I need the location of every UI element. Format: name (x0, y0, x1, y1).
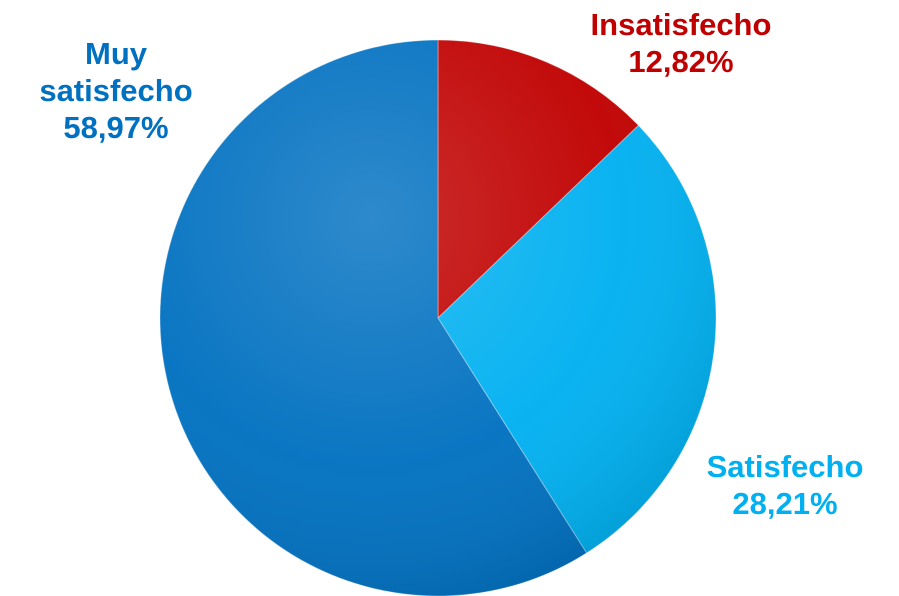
slice-category-insatisfecho: Insatisfecho (566, 6, 796, 43)
slice-label-insatisfecho: Insatisfecho 12,82% (566, 6, 796, 80)
slice-value-insatisfecho: 12,82% (566, 43, 796, 80)
slice-category-muy-satisfecho-line1: Muy (0, 35, 232, 72)
slice-label-satisfecho: Satisfecho 28,21% (680, 448, 890, 522)
slice-label-muy-satisfecho: Muy satisfecho 58,97% (0, 35, 232, 146)
pie-slices (160, 40, 716, 596)
slice-value-satisfecho: 28,21% (680, 485, 890, 522)
slice-value-muy-satisfecho: 58,97% (0, 109, 232, 146)
slice-category-satisfecho: Satisfecho (680, 448, 890, 485)
slice-category-muy-satisfecho-line2: satisfecho (0, 72, 232, 109)
